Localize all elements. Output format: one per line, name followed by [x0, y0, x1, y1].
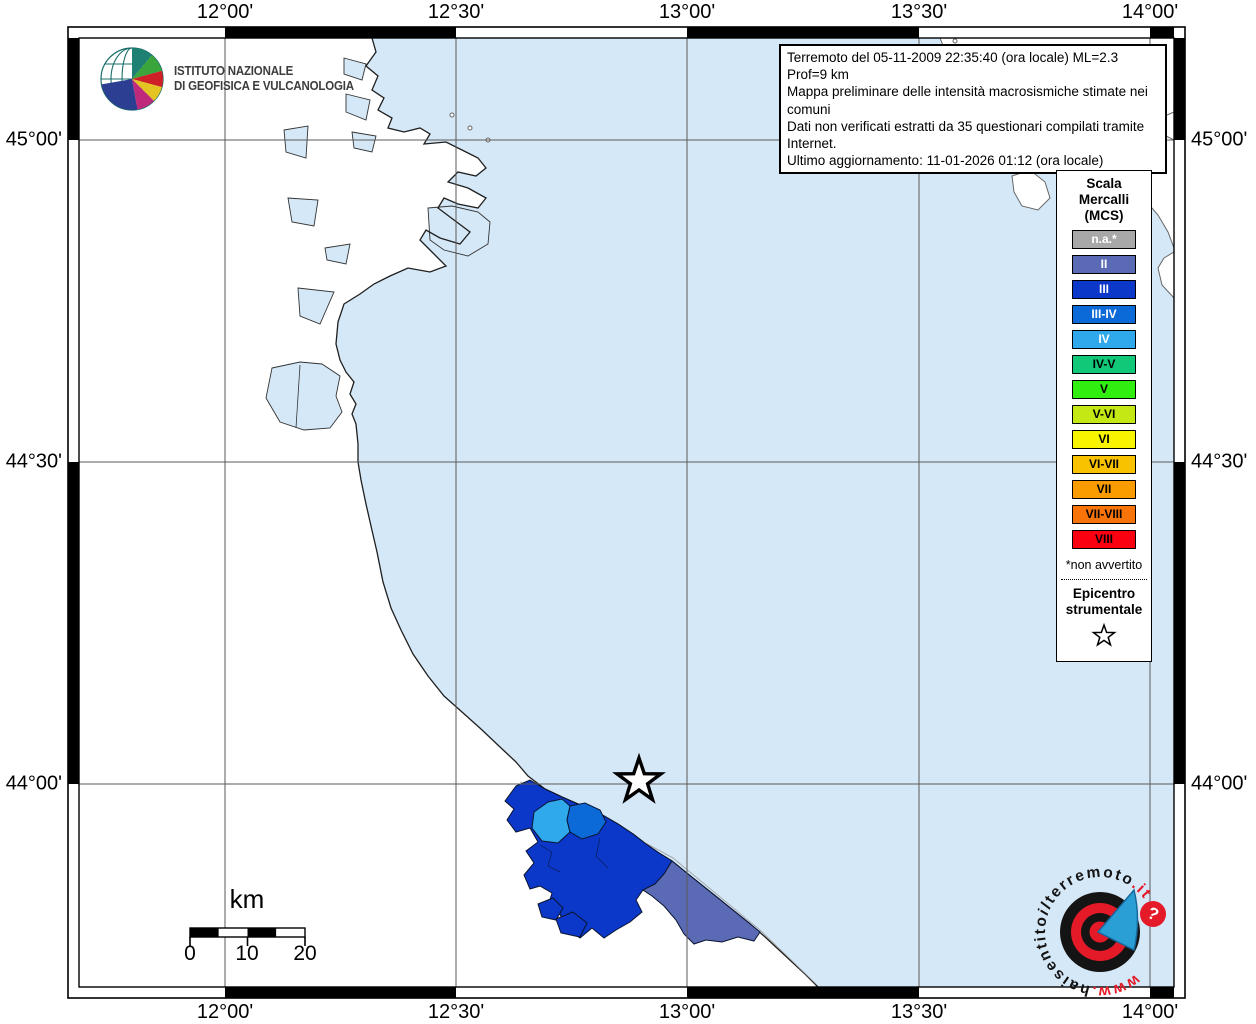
- legend-item-label: VI-VII: [1088, 457, 1119, 471]
- ingv-name-line1: ISTITUTO NAZIONALE: [174, 64, 294, 78]
- earthquake-info-box: Terremoto del 05-11-2009 22:35:40 (ora l…: [779, 44, 1167, 175]
- intensity-municipalities: [504, 779, 761, 945]
- axis-label-lat: 44°30': [5, 450, 62, 473]
- star-icon: [1091, 622, 1117, 647]
- legend-item-label: V-VI: [1092, 407, 1116, 421]
- axis-label-lat: 45°00': [5, 128, 62, 151]
- legend-item-viii: VIII: [1072, 530, 1136, 549]
- adriatic-sea: [336, 38, 1174, 987]
- legend-footnote: *non avvertito: [1065, 558, 1143, 572]
- legend-item-vi-vii: VI-VII: [1072, 455, 1136, 474]
- legend-item-iv-v: IV-V: [1072, 355, 1136, 374]
- legend-item-label: VIII: [1094, 532, 1113, 546]
- legend-item-label: II: [1100, 257, 1108, 271]
- legend-title-line: Scala: [1086, 176, 1122, 191]
- axis-label-lon: 13°30': [890, 1, 948, 23]
- axis-label-lon: 14°00': [1121, 1001, 1179, 1023]
- municipality-exclave-1: [537, 897, 564, 921]
- legend-item-label: IV: [1098, 332, 1110, 346]
- scale-bar-tick-label: 20: [293, 942, 317, 965]
- municipality-intensity-II: [642, 860, 761, 945]
- legend-item-label: V: [1099, 382, 1108, 396]
- axis-label-lat: 44°30': [1191, 450, 1248, 473]
- axis-label-lon: 13°00': [658, 1001, 716, 1023]
- scale-bar: [189, 927, 306, 946]
- legend-item-vii: VII: [1072, 480, 1136, 499]
- epicenter-star: [612, 752, 666, 804]
- info-line-data-source: Dati non verificati estratti da 35 quest…: [787, 118, 1145, 152]
- ingv-logo-text: ISTITUTO NAZIONALE DI GEOFISICA E VULCAN…: [174, 64, 354, 94]
- scale-bar-tick-label: 0: [184, 942, 196, 965]
- legend-item-label: VII-VIII: [1085, 507, 1123, 521]
- legend-star-icon: [1057, 622, 1151, 653]
- municipality-exclave-2: [555, 911, 588, 938]
- axis-label-lon: 12°00': [196, 1001, 254, 1023]
- legend-item-iii-iv: III-IV: [1072, 305, 1136, 324]
- legend-item-v-vi: V-VI: [1072, 405, 1136, 424]
- axis-label-lon: 13°00': [658, 1, 716, 23]
- axis-label-lon: 12°30': [427, 1001, 485, 1023]
- mercalli-legend: Scala Mercalli (MCS) n.a.* II III III-IV…: [1056, 170, 1152, 662]
- legend-epicenter-line: strumentale: [1065, 602, 1143, 617]
- legend-item-v: V: [1072, 380, 1136, 399]
- ingv-name-line2: DI GEOFISICA E VULCANOLOGIA: [174, 79, 354, 93]
- legend-epicenter-line: Epicentro: [1072, 586, 1136, 601]
- legend-item-label: n.a.*: [1091, 232, 1117, 246]
- legend-item-label: VI: [1098, 432, 1110, 446]
- map-frame: [67, 26, 1186, 999]
- legend-epicenter-label: Epicentro strumentale: [1057, 586, 1151, 618]
- legend-title-line: (MCS): [1084, 208, 1124, 223]
- axis-label-lon: 12°30': [427, 1, 485, 23]
- legend-item-label: VII: [1096, 482, 1112, 496]
- legend-item-vi: VI: [1072, 430, 1136, 449]
- legend-title-line: Mercalli: [1078, 192, 1130, 207]
- legend-item-label: IV-V: [1092, 357, 1116, 371]
- axis-label-lon: 14°00': [1121, 1, 1179, 23]
- watermark-www: www.: [1091, 970, 1144, 1000]
- info-line-event: Terremoto del 05-11-2009 22:35:40 (ora l…: [787, 50, 1119, 83]
- megaphone-cone-icon: [1096, 888, 1139, 952]
- lagoon-divider-line: [295, 364, 301, 429]
- legend-item-iii: III: [1072, 280, 1136, 299]
- lagoons: [265, 57, 491, 431]
- legend-item-ii: II: [1072, 255, 1136, 274]
- municipality-intensity-III-IV: [566, 802, 607, 840]
- croatian-islands: [449, 38, 1175, 300]
- info-line-updated: Ultimo aggiornamento: 11-01-2026 01:12 (…: [787, 153, 1104, 169]
- legend-item-label: III: [1098, 282, 1109, 296]
- question-mark-badge: ?: [1140, 901, 1166, 927]
- legend-title: Scala Mercalli (MCS): [1057, 176, 1151, 224]
- legend-item-na: n.a.*: [1072, 230, 1136, 249]
- ingv-globe-logo: [100, 47, 164, 111]
- haisentitoilterremoto-logo: www.haisentitoilterremoto.it ?: [1032, 864, 1166, 1000]
- scale-bar-tick-label: 10: [235, 942, 259, 965]
- info-line-map-type: Mappa preliminare delle intensità macros…: [787, 84, 1148, 117]
- scale-bar-unit: km: [229, 884, 265, 914]
- legend-item-iv: IV: [1072, 330, 1136, 349]
- axis-label-lon: 13°30': [890, 1001, 948, 1023]
- axis-label-lat: 44°00': [5, 772, 62, 795]
- legend-item-vii-viii: VII-VIII: [1072, 505, 1136, 524]
- axis-label-lon: 12°00': [196, 1, 254, 23]
- axis-label-lat: 45°00': [1191, 128, 1248, 151]
- legend-item-label: III-IV: [1091, 307, 1117, 321]
- municipality-inner-borders: [539, 837, 609, 873]
- legend-divider: [1061, 579, 1147, 580]
- axis-label-lat: 44°00': [1191, 772, 1248, 795]
